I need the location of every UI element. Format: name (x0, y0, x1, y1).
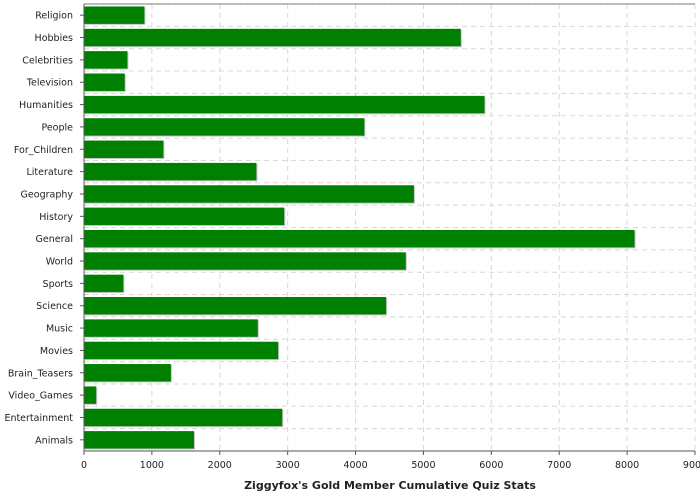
category-label: Celebrities (22, 55, 73, 66)
bar-geography (84, 185, 414, 203)
x-tick-label: 5000 (411, 460, 435, 471)
axes-group (80, 3, 696, 455)
x-tick-labels: 0 1000 2000 3000 4000 5000 6000 7000 8000 9000 (81, 460, 700, 471)
category-label: Animals (35, 435, 73, 446)
x-tick-label: 0 (81, 460, 87, 471)
category-label: Science (36, 301, 73, 312)
category-label: General (36, 234, 73, 245)
x-tick-label: 2000 (208, 460, 232, 471)
x-tick-label: 9000 (683, 460, 700, 471)
bar-hobbies (84, 28, 461, 47)
bar-video-games (84, 386, 97, 404)
category-label: Movies (40, 346, 73, 357)
category-label: Entertainment (4, 413, 73, 424)
category-labels: Religion Hobbies Celebrities Television Huma… (4, 11, 73, 447)
bar-movies (84, 341, 279, 360)
category-label: Hobbies (35, 33, 74, 44)
bar-animals (84, 431, 194, 449)
category-label: Religion (35, 11, 73, 22)
x-tick-label: 4000 (343, 460, 367, 471)
bar-people (84, 118, 365, 136)
bar-music (84, 319, 258, 337)
category-label: Sports (43, 279, 74, 290)
x-tick-label: 1000 (140, 460, 164, 471)
bar-literature (84, 162, 257, 181)
chart-title: Ziggyfox's Gold Member Cumulative Quiz S… (244, 479, 536, 492)
x-tick-label: 7000 (547, 460, 571, 471)
category-label: Geography (21, 189, 74, 200)
category-label: For_Children (14, 145, 73, 156)
category-label: History (39, 212, 73, 223)
bar-humanities (84, 95, 485, 114)
bar-entertainment (84, 408, 283, 427)
bar-science (84, 297, 387, 315)
bar-world (84, 252, 406, 270)
bar-celebrities (84, 51, 128, 69)
bars-group (84, 6, 636, 450)
category-label: Television (26, 78, 73, 89)
x-tick-label: 6000 (479, 460, 503, 471)
bar-for-children (84, 140, 164, 158)
bar-sports (84, 274, 124, 293)
bar-television (84, 73, 125, 91)
bar-religion (84, 6, 145, 24)
bar-history (84, 207, 285, 226)
category-label: World (46, 257, 73, 268)
category-label: Literature (26, 167, 73, 178)
category-label: Brain_Teasers (8, 368, 73, 379)
x-tick-label: 3000 (276, 460, 300, 471)
bar-general (84, 229, 635, 248)
bar-brain-teasers (84, 364, 171, 382)
category-label: Music (46, 324, 73, 335)
category-label: Humanities (19, 100, 73, 111)
category-label: People (41, 122, 73, 133)
grid-lines (84, 3, 696, 452)
category-label: Video_Games (8, 391, 73, 402)
x-tick-label: 8000 (615, 460, 639, 471)
